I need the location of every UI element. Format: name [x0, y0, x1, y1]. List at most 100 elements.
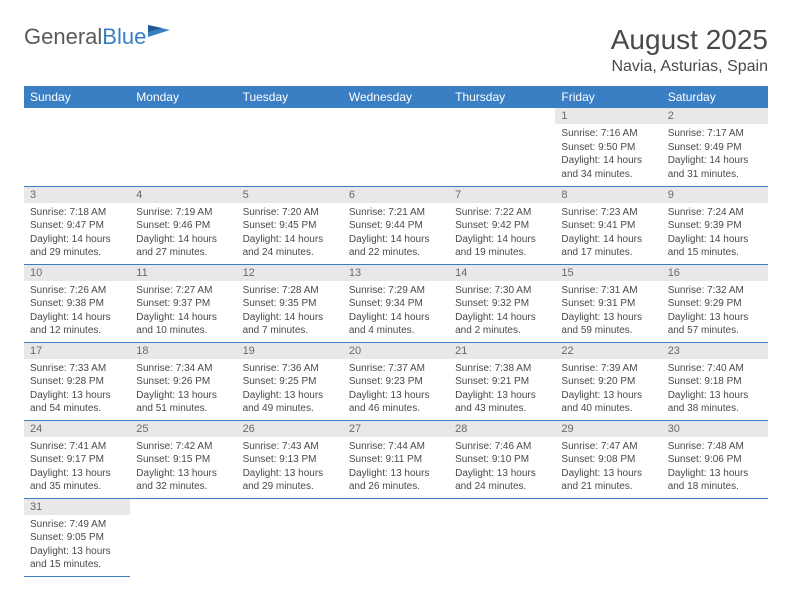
- day-body: Sunrise: 7:38 AMSunset: 9:21 PMDaylight:…: [449, 359, 555, 420]
- daylight-line: Daylight: 14 hours and 27 minutes.: [136, 233, 230, 260]
- daylight-line: Daylight: 13 hours and 18 minutes.: [668, 467, 762, 494]
- sunrise-line: Sunrise: 7:38 AM: [455, 362, 549, 376]
- sunset-line: Sunset: 9:35 PM: [243, 297, 337, 311]
- day-number: 22: [555, 343, 661, 359]
- calendar-cell: 5Sunrise: 7:20 AMSunset: 9:45 PMDaylight…: [237, 186, 343, 264]
- day-body: Sunrise: 7:23 AMSunset: 9:41 PMDaylight:…: [555, 203, 661, 264]
- daylight-line: Daylight: 13 hours and 15 minutes.: [30, 545, 124, 572]
- day-number: 17: [24, 343, 130, 359]
- day-number: 5: [237, 187, 343, 203]
- day-number: 12: [237, 265, 343, 281]
- sunset-line: Sunset: 9:42 PM: [455, 219, 549, 233]
- daylight-line: Daylight: 13 hours and 38 minutes.: [668, 389, 762, 416]
- sunset-line: Sunset: 9:39 PM: [668, 219, 762, 233]
- day-body: Sunrise: 7:44 AMSunset: 9:11 PMDaylight:…: [343, 437, 449, 498]
- day-body: Sunrise: 7:36 AMSunset: 9:25 PMDaylight:…: [237, 359, 343, 420]
- sunrise-line: Sunrise: 7:17 AM: [668, 127, 762, 141]
- daylight-line: Daylight: 13 hours and 51 minutes.: [136, 389, 230, 416]
- day-body: Sunrise: 7:49 AMSunset: 9:05 PMDaylight:…: [24, 515, 130, 576]
- daylight-line: Daylight: 13 hours and 29 minutes.: [243, 467, 337, 494]
- daylight-line: Daylight: 14 hours and 10 minutes.: [136, 311, 230, 338]
- day-body: Sunrise: 7:37 AMSunset: 9:23 PMDaylight:…: [343, 359, 449, 420]
- calendar-cell: 27Sunrise: 7:44 AMSunset: 9:11 PMDayligh…: [343, 420, 449, 498]
- sunset-line: Sunset: 9:37 PM: [136, 297, 230, 311]
- day-body: Sunrise: 7:30 AMSunset: 9:32 PMDaylight:…: [449, 281, 555, 342]
- sunrise-line: Sunrise: 7:26 AM: [30, 284, 124, 298]
- sunrise-line: Sunrise: 7:20 AM: [243, 206, 337, 220]
- day-number: 30: [662, 421, 768, 437]
- calendar-cell: 17Sunrise: 7:33 AMSunset: 9:28 PMDayligh…: [24, 342, 130, 420]
- sunset-line: Sunset: 9:13 PM: [243, 453, 337, 467]
- sunset-line: Sunset: 9:46 PM: [136, 219, 230, 233]
- weekday-header-row: SundayMondayTuesdayWednesdayThursdayFrid…: [24, 86, 768, 108]
- day-body: Sunrise: 7:18 AMSunset: 9:47 PMDaylight:…: [24, 203, 130, 264]
- sunset-line: Sunset: 9:29 PM: [668, 297, 762, 311]
- calendar-cell: 18Sunrise: 7:34 AMSunset: 9:26 PMDayligh…: [130, 342, 236, 420]
- calendar-cell: 15Sunrise: 7:31 AMSunset: 9:31 PMDayligh…: [555, 264, 661, 342]
- day-number: 21: [449, 343, 555, 359]
- calendar-cell: 21Sunrise: 7:38 AMSunset: 9:21 PMDayligh…: [449, 342, 555, 420]
- sunset-line: Sunset: 9:26 PM: [136, 375, 230, 389]
- calendar-cell-empty: [237, 498, 343, 576]
- daylight-line: Daylight: 14 hours and 15 minutes.: [668, 233, 762, 260]
- calendar-cell: 29Sunrise: 7:47 AMSunset: 9:08 PMDayligh…: [555, 420, 661, 498]
- daylight-line: Daylight: 13 hours and 49 minutes.: [243, 389, 337, 416]
- sunset-line: Sunset: 9:32 PM: [455, 297, 549, 311]
- calendar-cell: 11Sunrise: 7:27 AMSunset: 9:37 PMDayligh…: [130, 264, 236, 342]
- calendar-table: SundayMondayTuesdayWednesdayThursdayFrid…: [24, 86, 768, 577]
- day-number: 19: [237, 343, 343, 359]
- weekday-header: Wednesday: [343, 86, 449, 108]
- sunrise-line: Sunrise: 7:47 AM: [561, 440, 655, 454]
- calendar-cell: 10Sunrise: 7:26 AMSunset: 9:38 PMDayligh…: [24, 264, 130, 342]
- daylight-line: Daylight: 14 hours and 29 minutes.: [30, 233, 124, 260]
- day-body: Sunrise: 7:27 AMSunset: 9:37 PMDaylight:…: [130, 281, 236, 342]
- sunrise-line: Sunrise: 7:24 AM: [668, 206, 762, 220]
- sunrise-line: Sunrise: 7:21 AM: [349, 206, 443, 220]
- day-number: 10: [24, 265, 130, 281]
- sunset-line: Sunset: 9:15 PM: [136, 453, 230, 467]
- daylight-line: Daylight: 13 hours and 21 minutes.: [561, 467, 655, 494]
- sunrise-line: Sunrise: 7:33 AM: [30, 362, 124, 376]
- day-body: Sunrise: 7:29 AMSunset: 9:34 PMDaylight:…: [343, 281, 449, 342]
- calendar-cell: 7Sunrise: 7:22 AMSunset: 9:42 PMDaylight…: [449, 186, 555, 264]
- calendar-row: 1Sunrise: 7:16 AMSunset: 9:50 PMDaylight…: [24, 108, 768, 186]
- day-body: Sunrise: 7:31 AMSunset: 9:31 PMDaylight:…: [555, 281, 661, 342]
- sunset-line: Sunset: 9:05 PM: [30, 531, 124, 545]
- sunrise-line: Sunrise: 7:39 AM: [561, 362, 655, 376]
- sunrise-line: Sunrise: 7:43 AM: [243, 440, 337, 454]
- sunset-line: Sunset: 9:50 PM: [561, 141, 655, 155]
- sunrise-line: Sunrise: 7:42 AM: [136, 440, 230, 454]
- day-body: Sunrise: 7:42 AMSunset: 9:15 PMDaylight:…: [130, 437, 236, 498]
- calendar-row: 17Sunrise: 7:33 AMSunset: 9:28 PMDayligh…: [24, 342, 768, 420]
- header: GeneralBlue August 2025 Navia, Asturias,…: [24, 24, 768, 76]
- calendar-body: 1Sunrise: 7:16 AMSunset: 9:50 PMDaylight…: [24, 108, 768, 576]
- title-month-year: August 2025: [611, 24, 768, 56]
- calendar-cell: 24Sunrise: 7:41 AMSunset: 9:17 PMDayligh…: [24, 420, 130, 498]
- sunset-line: Sunset: 9:49 PM: [668, 141, 762, 155]
- calendar-cell-empty: [343, 498, 449, 576]
- daylight-line: Daylight: 14 hours and 31 minutes.: [668, 154, 762, 181]
- day-body: Sunrise: 7:28 AMSunset: 9:35 PMDaylight:…: [237, 281, 343, 342]
- daylight-line: Daylight: 14 hours and 24 minutes.: [243, 233, 337, 260]
- day-body: Sunrise: 7:24 AMSunset: 9:39 PMDaylight:…: [662, 203, 768, 264]
- calendar-cell: 12Sunrise: 7:28 AMSunset: 9:35 PMDayligh…: [237, 264, 343, 342]
- sunrise-line: Sunrise: 7:19 AM: [136, 206, 230, 220]
- day-body: Sunrise: 7:22 AMSunset: 9:42 PMDaylight:…: [449, 203, 555, 264]
- day-body: Sunrise: 7:47 AMSunset: 9:08 PMDaylight:…: [555, 437, 661, 498]
- sunrise-line: Sunrise: 7:16 AM: [561, 127, 655, 141]
- day-body: Sunrise: 7:32 AMSunset: 9:29 PMDaylight:…: [662, 281, 768, 342]
- day-number: 29: [555, 421, 661, 437]
- sunrise-line: Sunrise: 7:41 AM: [30, 440, 124, 454]
- day-body: Sunrise: 7:17 AMSunset: 9:49 PMDaylight:…: [662, 124, 768, 185]
- daylight-line: Daylight: 14 hours and 7 minutes.: [243, 311, 337, 338]
- daylight-line: Daylight: 14 hours and 22 minutes.: [349, 233, 443, 260]
- weekday-header: Saturday: [662, 86, 768, 108]
- sunrise-line: Sunrise: 7:32 AM: [668, 284, 762, 298]
- sunset-line: Sunset: 9:23 PM: [349, 375, 443, 389]
- calendar-cell: 4Sunrise: 7:19 AMSunset: 9:46 PMDaylight…: [130, 186, 236, 264]
- calendar-cell: 6Sunrise: 7:21 AMSunset: 9:44 PMDaylight…: [343, 186, 449, 264]
- calendar-cell: 20Sunrise: 7:37 AMSunset: 9:23 PMDayligh…: [343, 342, 449, 420]
- daylight-line: Daylight: 13 hours and 26 minutes.: [349, 467, 443, 494]
- day-number: 14: [449, 265, 555, 281]
- weekday-header: Thursday: [449, 86, 555, 108]
